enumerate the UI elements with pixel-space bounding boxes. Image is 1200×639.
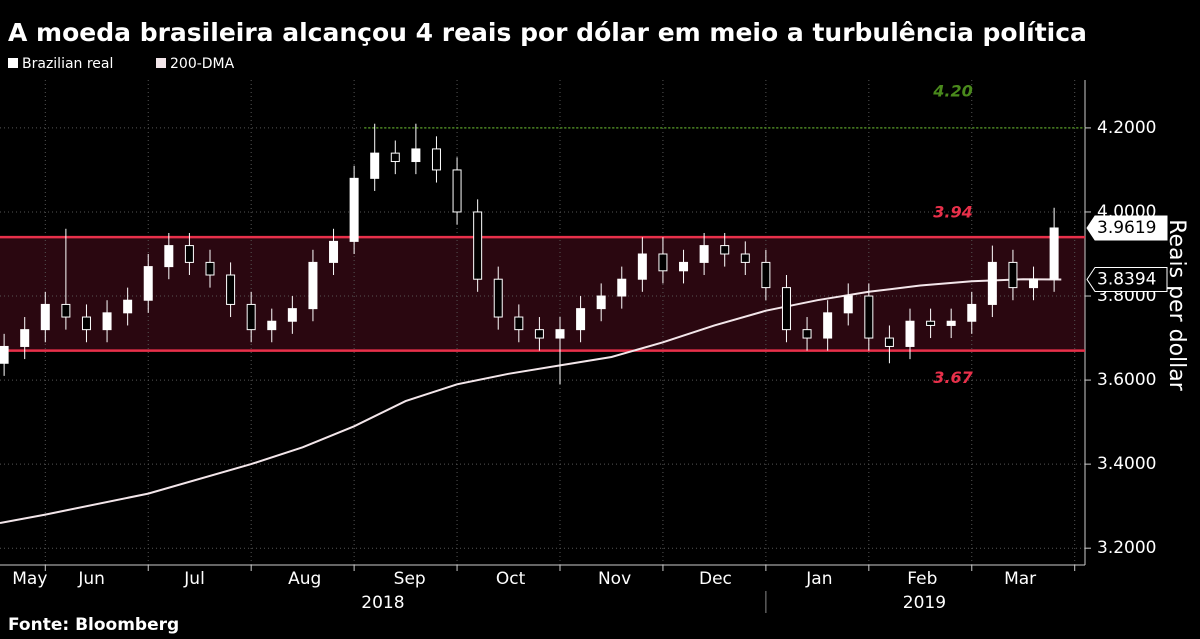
candle-body [823,312,833,339]
x-tick-label: Jun [77,569,105,589]
x-tick-label: Jul [183,569,205,589]
candle-body [0,345,9,364]
y-tick-label: 3.4000 [1097,454,1156,474]
candle-body [226,274,236,305]
last-value-box [1086,266,1168,292]
candle-body [658,253,668,272]
candle-body [946,320,956,326]
candle-body [370,152,380,179]
x-tick-label: Jan [805,569,832,589]
candle-body [287,308,297,322]
y-tick-label: 4.2000 [1097,118,1156,138]
candle-body [267,320,277,331]
candle-body [617,278,627,297]
last-value-box [1086,215,1168,241]
last-value-label: 3.8394 [1097,269,1156,289]
year-label: 2018 [361,593,404,613]
candle-body [1008,261,1018,289]
last-value-label: 3.9619 [1097,218,1156,238]
candle-body [781,287,791,331]
candle-body [61,303,71,318]
legend-swatch [8,58,18,68]
candle-body [473,211,483,280]
candle-body [40,303,50,331]
candle-body [1049,227,1059,280]
candle-body [493,278,503,318]
x-tick-label: Feb [907,569,937,589]
dma-line [0,278,1062,524]
candle-body [390,152,400,163]
y-tick-label: 3.6000 [1097,370,1156,390]
candle-body [143,266,153,301]
legend-label: Brazilian real [22,56,113,72]
candle-body [308,261,318,310]
candle-body [246,303,256,331]
candle-body [596,295,606,310]
candle-body [431,148,441,171]
x-tick-label: Aug [288,569,321,589]
candle-body [1029,278,1039,289]
x-tick-label: Nov [598,569,631,589]
y-tick-label: 3.2000 [1097,538,1156,558]
x-tick-label: Oct [496,569,526,589]
x-tick-label: May [12,569,47,589]
candle-body [761,261,771,289]
candle-body [987,261,997,305]
candle-body [102,312,112,331]
candle-body [452,169,462,213]
source: Fonte: Bloomberg [8,615,179,635]
candle-body [884,337,894,347]
candle-body [699,245,709,263]
x-tick-label: Sep [394,569,426,589]
candle-body [720,245,730,255]
level-label: 3.67 [933,368,973,387]
candle-body [740,253,750,263]
x-tick-label: Mar [1004,569,1036,589]
candle-body [905,320,915,347]
candle-body [534,329,544,339]
level-label: 3.94 [933,203,972,222]
candle-body [20,329,30,347]
candle-body [679,261,689,272]
candle-body [926,320,936,326]
candle-body [349,177,359,242]
candle-body [802,329,812,339]
candle-body [81,316,91,331]
candle-body [555,329,565,339]
chart-title: A moeda brasileira alcançou 4 reais por … [8,18,1087,47]
candle-body [576,308,586,331]
y-axis-label: Reais per dollar [1164,219,1189,392]
level-label: 4.20 [932,81,972,100]
candle-body [411,148,421,163]
candle-body [967,303,977,322]
year-label: 2019 [903,593,946,613]
candle-body [164,245,174,268]
legend-label: 200-DMA [170,56,235,72]
candle-body [864,295,874,339]
candle-body [205,261,215,276]
candle-body [329,240,339,263]
x-tick-label: Dec [699,569,732,589]
candle-body [843,295,853,314]
candle-body [123,299,133,314]
candle-body [184,245,194,263]
candle-body [514,316,524,331]
candle-body [637,253,647,280]
legend-swatch [156,58,166,68]
